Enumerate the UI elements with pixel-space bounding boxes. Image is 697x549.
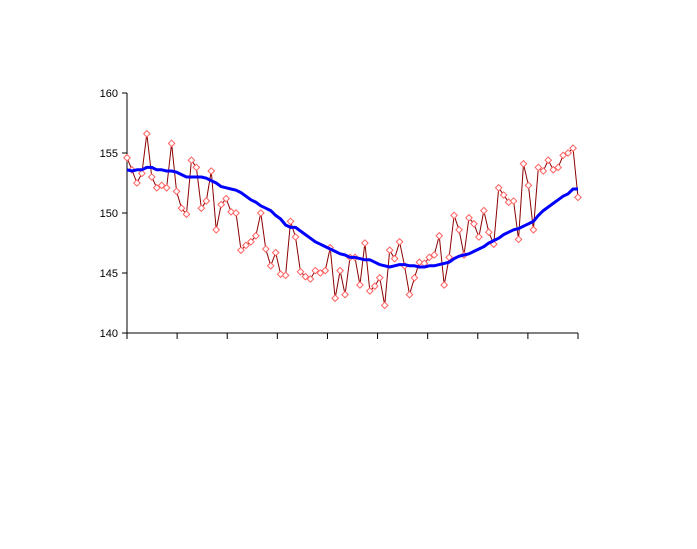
chart-series (123, 129, 582, 310)
data-point-marker (365, 287, 374, 295)
data-point-marker (271, 248, 280, 257)
data-point-marker (465, 213, 473, 222)
data-point-marker (544, 156, 553, 165)
y-tick-label: 160 (100, 88, 118, 100)
data-point-marker (202, 197, 211, 205)
data-point-marker (356, 281, 364, 289)
data-point-marker (197, 204, 206, 213)
data-point-marker (360, 239, 369, 247)
data-point-marker (405, 290, 414, 299)
data-point-marker (296, 267, 305, 276)
data-point-marker (569, 144, 577, 153)
data-point-marker (534, 163, 543, 172)
data-point-marker (177, 204, 186, 213)
data-point-marker (450, 211, 459, 220)
data-point-marker (509, 197, 518, 205)
data-point-marker (484, 228, 493, 237)
series-noisy (123, 129, 582, 310)
data-point-marker (440, 281, 449, 289)
data-point-marker (370, 282, 379, 291)
data-point-marker (291, 233, 300, 241)
data-point-marker (222, 194, 231, 203)
data-point-marker (331, 294, 340, 303)
data-point-marker (133, 179, 141, 187)
data-point-marker (167, 139, 176, 148)
data-point-marker (246, 237, 255, 246)
data-point-marker (529, 225, 538, 234)
data-point-marker (390, 254, 399, 263)
data-point-marker (375, 273, 384, 282)
data-point-marker (286, 217, 295, 226)
data-point-marker (425, 253, 434, 262)
data-point-marker (182, 210, 191, 219)
data-point-marker (549, 165, 558, 174)
data-point-marker (494, 183, 503, 192)
data-point-marker (301, 272, 310, 281)
data-point-marker (187, 156, 196, 165)
data-point-marker (261, 245, 270, 253)
y-tick-label: 155 (100, 148, 118, 160)
data-point-marker (217, 200, 226, 209)
data-point-marker (321, 266, 330, 275)
data-point-marker (435, 231, 444, 240)
data-point-marker (172, 187, 181, 196)
data-point-marker (479, 206, 488, 215)
data-point-marker (341, 290, 349, 299)
data-point-marker (242, 241, 250, 250)
data-point-marker (237, 246, 245, 255)
data-point-marker (470, 219, 478, 228)
data-point-marker (251, 231, 260, 240)
data-point-marker (519, 159, 528, 168)
data-point-marker (430, 251, 439, 259)
data-point-marker (266, 261, 275, 270)
data-point-marker (455, 225, 463, 234)
data-point-marker (554, 163, 563, 172)
chart-axes: 140 145 150 155 160 (100, 88, 579, 340)
data-point-marker (212, 225, 221, 234)
y-tick-label: 145 (100, 268, 118, 280)
data-point-marker (474, 233, 483, 241)
data-point-marker (574, 193, 582, 202)
data-point-marker (162, 183, 171, 192)
y-tick-label: 140 (100, 328, 118, 340)
data-point-marker (385, 246, 394, 255)
data-point-marker (564, 149, 572, 157)
data-point-marker (539, 167, 548, 175)
data-point-marker (524, 181, 533, 190)
data-point-marker (232, 209, 240, 217)
data-point-marker (306, 275, 315, 283)
data-point-marker (123, 153, 131, 162)
data-point-marker (499, 191, 508, 199)
data-point-marker (256, 209, 265, 217)
data-point-marker (142, 129, 151, 138)
data-point-marker (316, 269, 325, 277)
data-point-marker (207, 167, 216, 175)
series-trend-line (126, 165, 578, 269)
data-point-marker (152, 183, 161, 192)
data-point-marker (147, 173, 156, 181)
data-point-marker (380, 301, 389, 310)
data-point-marker (157, 181, 166, 190)
data-point-marker (559, 151, 568, 160)
data-point-marker (192, 163, 201, 172)
data-point-marker (336, 266, 345, 275)
data-point-marker (410, 273, 419, 282)
data-point-marker (281, 271, 290, 280)
data-point-marker (137, 169, 146, 178)
y-tick-label: 150 (100, 208, 118, 220)
data-point-marker (514, 235, 523, 244)
data-point-marker (311, 266, 320, 275)
data-point-marker (395, 237, 404, 246)
